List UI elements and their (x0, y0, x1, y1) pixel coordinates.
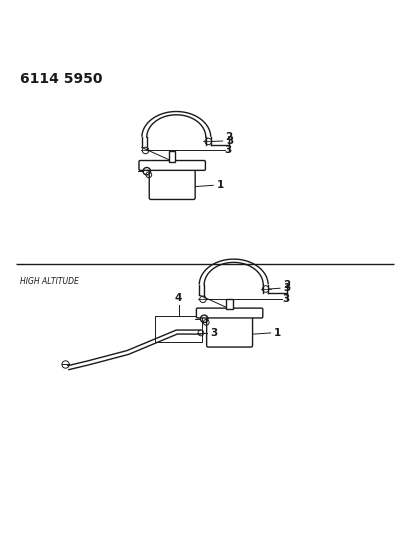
Text: HIGH ALTITUDE: HIGH ALTITUDE (20, 277, 79, 286)
FancyBboxPatch shape (196, 308, 262, 318)
FancyBboxPatch shape (139, 160, 205, 171)
Text: 3: 3 (283, 283, 290, 293)
Text: 2: 2 (282, 280, 290, 290)
Text: 3: 3 (224, 146, 231, 156)
Text: 1: 1 (273, 328, 281, 338)
Text: 6114 5950: 6114 5950 (20, 72, 103, 86)
Bar (169, 151, 175, 161)
Text: 2: 2 (225, 132, 232, 142)
Bar (226, 299, 232, 309)
Text: 3: 3 (210, 328, 217, 338)
Text: 3: 3 (225, 136, 233, 146)
Text: 1: 1 (216, 180, 223, 190)
Bar (155, 316, 202, 342)
Text: 3: 3 (281, 294, 289, 304)
Text: 4: 4 (175, 293, 182, 303)
FancyBboxPatch shape (206, 313, 252, 347)
FancyBboxPatch shape (149, 165, 195, 199)
